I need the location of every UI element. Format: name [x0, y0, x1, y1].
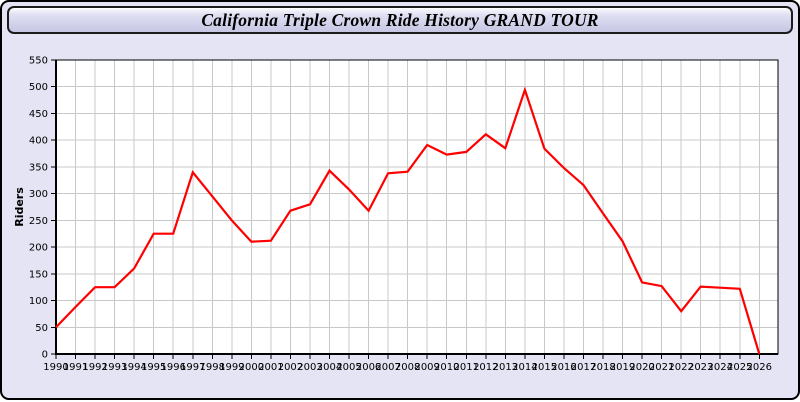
x-tick-label: 2017: [571, 362, 596, 373]
y-tick-label: 150: [29, 269, 48, 280]
x-tick-label: 2006: [356, 362, 381, 373]
x-tick-label: 1995: [141, 362, 166, 373]
x-tick-label: 2007: [375, 362, 400, 373]
y-tick-label: 500: [29, 82, 48, 93]
x-tick-label: 2014: [512, 362, 537, 373]
x-tick-label: 2024: [708, 362, 733, 373]
x-tick-label: 2015: [532, 362, 557, 373]
y-tick-label: 400: [29, 136, 48, 147]
y-tick-label: 550: [29, 56, 48, 67]
y-tick-label: 250: [29, 216, 48, 227]
x-tick-label: 1990: [43, 362, 68, 373]
x-tick-label: 2011: [454, 362, 479, 373]
x-tick-label: 1996: [160, 362, 185, 373]
x-tick-label: 2002: [278, 362, 303, 373]
x-tick-label: 1999: [219, 362, 244, 373]
x-tick-label: 1992: [82, 362, 107, 373]
x-tick-label: 2013: [493, 362, 518, 373]
x-tick-label: 2000: [239, 362, 264, 373]
x-tick-label: 2010: [434, 362, 459, 373]
y-tick-label: 200: [29, 243, 48, 254]
chart-title: California Triple Crown Ride History GRA…: [201, 9, 599, 30]
x-tick-label: 1998: [200, 362, 225, 373]
x-tick-label: 1993: [102, 362, 127, 373]
axis-ticks: [51, 59, 760, 359]
riders-series-line: [55, 86, 761, 355]
x-tick-labels: 1990199119921993199419951996199719981999…: [43, 362, 772, 373]
y-tick-label: 450: [29, 109, 48, 120]
y-tick-label: 300: [29, 189, 48, 200]
x-tick-label: 2025: [727, 362, 752, 373]
x-tick-label: 2016: [551, 362, 576, 373]
x-tick-label: 2009: [414, 362, 439, 373]
x-tick-label: 2021: [649, 362, 674, 373]
x-tick-label: 2008: [395, 362, 420, 373]
x-tick-label: 2003: [297, 362, 322, 373]
plot-frame: [55, 59, 779, 355]
y-tick-label: 0: [42, 350, 48, 361]
x-tick-label: 2018: [590, 362, 615, 373]
x-tick-label: 2026: [747, 362, 772, 373]
x-tick-label: 2023: [688, 362, 713, 373]
x-tick-label: 1991: [63, 362, 88, 373]
x-tick-label: 1997: [180, 362, 205, 373]
x-tick-label: 2020: [629, 362, 654, 373]
line-chart: 0501001502002503003504004505005501990199…: [13, 56, 779, 373]
y-tick-labels: 0 50 100 150 200 250 300 350 400 450 500 550: [29, 56, 48, 361]
gridlines: [56, 60, 778, 354]
y-tick-label: 50: [35, 323, 48, 334]
y-tick-label: 100: [29, 296, 48, 307]
x-tick-label: 2005: [336, 362, 361, 373]
x-tick-label: 2019: [610, 362, 635, 373]
x-tick-label: 2001: [258, 362, 283, 373]
plot-area: [56, 60, 778, 354]
y-axis-label: Riders: [13, 187, 26, 227]
x-tick-label: 2004: [317, 362, 342, 373]
x-tick-label: 2022: [668, 362, 693, 373]
title-bar: California Triple Crown Ride History GRA…: [7, 6, 793, 34]
y-tick-label: 350: [29, 162, 48, 173]
x-tick-label: 1994: [121, 362, 146, 373]
x-tick-label: 2012: [473, 362, 498, 373]
